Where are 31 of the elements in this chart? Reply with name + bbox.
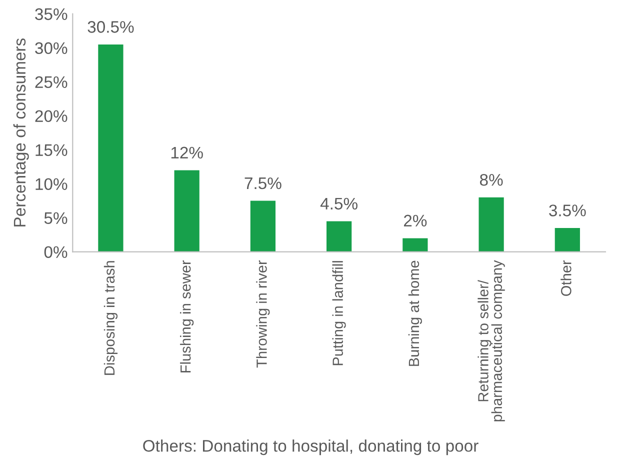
bar bbox=[478, 197, 504, 252]
y-axis-title: Percentage of consumers bbox=[13, 38, 29, 226]
x-tick-label: Disposing in trash bbox=[104, 261, 118, 375]
x-tick-label: Flushing in sewer bbox=[180, 260, 194, 372]
x-tick-label: Throwing in river bbox=[256, 260, 270, 368]
x-tick-label: Returning to seller/ pharmaceutical company bbox=[478, 260, 505, 422]
data-label: 3.5% bbox=[549, 204, 586, 216]
bar bbox=[174, 170, 200, 252]
y-tick-label: 10% bbox=[36, 178, 68, 190]
bar bbox=[402, 238, 428, 252]
data-label: 12% bbox=[171, 146, 203, 159]
bar bbox=[98, 44, 124, 252]
text: Others: Donating to hospital, donating to poor bbox=[143, 440, 478, 456]
y-tick-label: 35% bbox=[35, 8, 68, 20]
y-tick-label: 30% bbox=[35, 42, 68, 54]
x-tick-label: Putting in landfill bbox=[332, 261, 346, 366]
y-tick-label: 25% bbox=[35, 76, 68, 88]
data-label: 4.5% bbox=[320, 198, 358, 210]
data-label: 7.5% bbox=[244, 177, 282, 190]
y-tick-label: 0% bbox=[44, 246, 68, 258]
bar bbox=[250, 200, 276, 252]
data-label: 2% bbox=[404, 214, 427, 226]
bar bbox=[326, 221, 352, 252]
y-tick-label: 20% bbox=[35, 110, 68, 122]
y-tick-label: 15% bbox=[36, 144, 68, 156]
x-tick-label: Burning at home bbox=[408, 260, 422, 366]
y-tick-label: 5% bbox=[44, 212, 68, 224]
data-label: 8% bbox=[480, 174, 503, 186]
data-label: 30.5% bbox=[88, 21, 134, 33]
x-tick-label: Other bbox=[560, 260, 572, 296]
bar bbox=[554, 228, 580, 252]
